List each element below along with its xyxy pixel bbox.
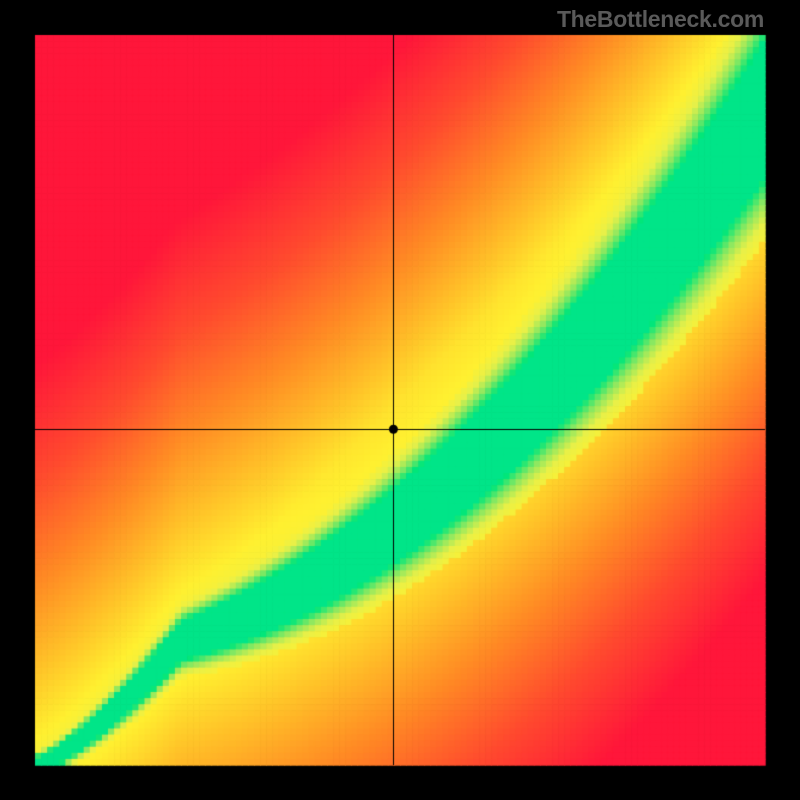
- watermark-text: TheBottleneck.com: [557, 6, 764, 33]
- bottleneck-heatmap: [0, 0, 800, 800]
- chart-container: TheBottleneck.com: [0, 0, 800, 800]
